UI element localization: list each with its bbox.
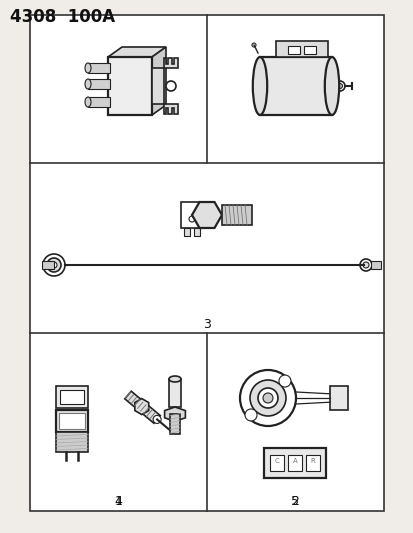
FancyBboxPatch shape (221, 205, 252, 225)
Polygon shape (192, 202, 221, 228)
Ellipse shape (85, 63, 91, 73)
Text: 4308  100A: 4308 100A (10, 8, 115, 26)
Circle shape (240, 370, 295, 426)
Polygon shape (152, 47, 166, 115)
FancyBboxPatch shape (183, 228, 190, 236)
Circle shape (362, 262, 368, 268)
FancyBboxPatch shape (30, 15, 383, 511)
FancyBboxPatch shape (329, 386, 347, 410)
Circle shape (252, 43, 255, 47)
FancyBboxPatch shape (108, 57, 152, 115)
Polygon shape (152, 58, 178, 114)
Polygon shape (124, 391, 160, 423)
Circle shape (334, 81, 344, 91)
Text: R: R (310, 458, 315, 464)
FancyBboxPatch shape (263, 448, 325, 478)
Circle shape (249, 380, 285, 416)
Text: 4: 4 (114, 495, 122, 508)
Circle shape (153, 415, 161, 423)
Text: 5: 5 (291, 495, 299, 508)
Text: 2: 2 (291, 495, 299, 508)
FancyBboxPatch shape (56, 410, 88, 432)
FancyBboxPatch shape (269, 455, 283, 471)
Polygon shape (164, 407, 185, 422)
FancyBboxPatch shape (88, 63, 110, 73)
FancyBboxPatch shape (259, 57, 331, 115)
Polygon shape (135, 399, 148, 415)
Text: A: A (292, 458, 297, 464)
Circle shape (359, 259, 371, 271)
FancyBboxPatch shape (42, 261, 54, 269)
Text: 3: 3 (202, 318, 211, 331)
FancyBboxPatch shape (287, 46, 299, 54)
Circle shape (337, 84, 342, 88)
Text: C: C (274, 458, 279, 464)
Ellipse shape (85, 97, 91, 107)
FancyBboxPatch shape (59, 413, 85, 429)
FancyBboxPatch shape (60, 390, 84, 404)
Circle shape (43, 254, 65, 276)
Ellipse shape (169, 376, 180, 382)
Ellipse shape (252, 57, 266, 115)
Circle shape (51, 262, 57, 268)
FancyBboxPatch shape (275, 41, 327, 57)
Circle shape (278, 375, 290, 387)
Circle shape (257, 388, 277, 408)
FancyBboxPatch shape (169, 379, 180, 407)
Text: 1: 1 (114, 495, 122, 508)
Circle shape (262, 393, 272, 403)
FancyBboxPatch shape (370, 261, 380, 269)
Ellipse shape (324, 57, 338, 115)
FancyBboxPatch shape (56, 432, 88, 452)
Ellipse shape (85, 79, 91, 89)
Circle shape (47, 258, 61, 272)
FancyBboxPatch shape (88, 79, 110, 89)
Circle shape (244, 409, 256, 421)
FancyBboxPatch shape (194, 228, 199, 236)
FancyBboxPatch shape (56, 386, 88, 408)
FancyBboxPatch shape (303, 46, 315, 54)
Circle shape (166, 81, 176, 91)
Circle shape (189, 216, 195, 222)
FancyBboxPatch shape (287, 455, 301, 471)
FancyBboxPatch shape (305, 455, 319, 471)
FancyBboxPatch shape (170, 414, 180, 434)
FancyBboxPatch shape (88, 97, 110, 107)
FancyBboxPatch shape (180, 202, 202, 228)
Polygon shape (108, 47, 166, 57)
